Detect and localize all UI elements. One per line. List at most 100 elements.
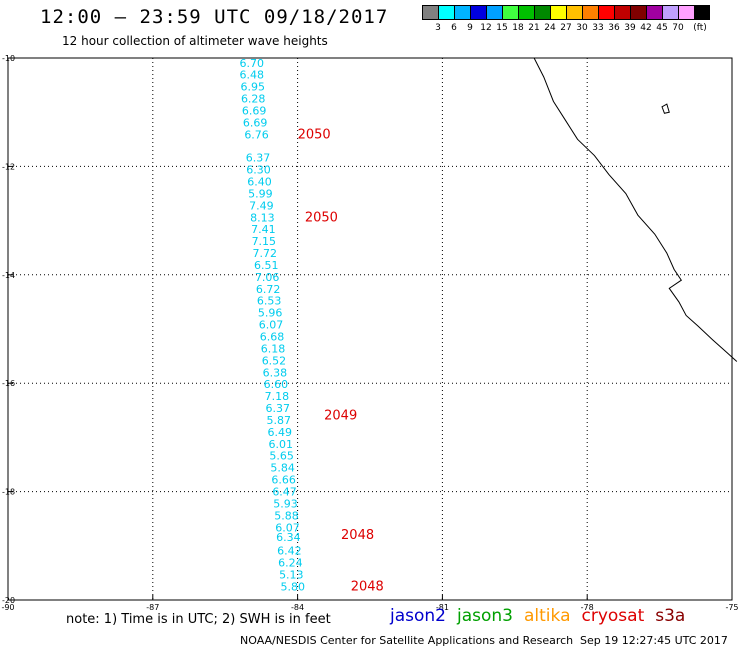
island-outline [661, 103, 670, 114]
swh-value: 5.99 [248, 187, 273, 200]
swh-value: 6.28 [241, 93, 266, 106]
swh-value: 6.37 [266, 402, 291, 415]
swh-value: 5.87 [267, 414, 292, 427]
legend-label: 70 [672, 23, 684, 33]
map-subtitle: 12 hour collection of altimeter wave hei… [62, 34, 328, 48]
pass-time: 2049 [324, 409, 357, 424]
lon-label: -75 [725, 603, 738, 612]
legend-label: 33 [592, 23, 604, 33]
swh-value: 7.15 [252, 235, 277, 248]
swh-value: 5.65 [269, 450, 294, 463]
coastline-path [533, 57, 738, 362]
legend-swatch [518, 5, 534, 20]
swh-value: 6.69 [243, 116, 268, 129]
lon-label: -78 [581, 603, 594, 612]
swh-value: 6.51 [254, 259, 279, 272]
legend-swatch [502, 5, 518, 20]
legend-swatch [566, 5, 582, 20]
credit-line: NOAA/NESDIS Center for Satellite Applica… [240, 634, 574, 647]
swh-value: 5.80 [281, 580, 306, 593]
legend-label: 12 [480, 23, 492, 33]
swh-value: 6.48 [239, 69, 264, 82]
pass-time: 2048 [341, 528, 374, 543]
swh-value: 6.38 [263, 366, 288, 379]
legend-swatch [678, 5, 694, 20]
lon-label: -84 [291, 603, 304, 612]
color-legend: 3 6 9 12 15 18 21 24 27 30 33 36 39 42 45 70 (ft) [422, 5, 710, 34]
legend-label: 18 [512, 23, 524, 33]
satellite-label: cryosat [581, 606, 645, 626]
lat-label: -10 [2, 54, 15, 63]
legend-label: 9 [467, 23, 473, 33]
legend-swatch [534, 5, 550, 20]
swh-value: 6.37 [246, 152, 271, 165]
swh-value: 6.49 [267, 426, 292, 439]
coastline [533, 57, 738, 362]
swh-value: 7.41 [251, 223, 276, 236]
lat-label: -18 [2, 488, 15, 497]
lat-label: -16 [2, 379, 15, 388]
legend-swatch [470, 5, 486, 20]
legend-swatches [422, 5, 710, 20]
legend-swatch [550, 5, 566, 20]
swh-value: 5.13 [279, 568, 304, 581]
axis-ticks: -10 -12 -14 -16 -18 -20-90 -87 -84 -81 -78 -75 [1, 54, 738, 612]
legend-label: 39 [624, 23, 636, 33]
lon-label: -87 [146, 603, 159, 612]
legend-swatch [486, 5, 502, 20]
swh-values: 6.706.486.956.286.696.696.766.376.306.40… [239, 57, 305, 594]
pass-times: 2050 2050 2049 2048 2048 [298, 127, 384, 594]
swh-value: 6.60 [264, 378, 289, 391]
satellite-label: s3a [655, 606, 686, 626]
legend-label: 27 [560, 23, 572, 33]
map-gridlines [8, 58, 732, 600]
swh-value: 6.01 [268, 438, 293, 451]
swh-value: 6.68 [260, 331, 285, 344]
swh-value: 5.93 [273, 497, 298, 510]
swh-value: 6.72 [256, 283, 281, 296]
legend-labels: 3 6 9 12 15 18 21 24 27 30 33 36 39 42 45 70 (ft) [422, 20, 710, 34]
lat-label: -14 [2, 271, 15, 280]
swh-value: 6.07 [259, 319, 284, 332]
swh-value: 6.70 [239, 57, 264, 70]
legend-swatch [662, 5, 678, 20]
swh-value: 5.88 [274, 509, 299, 522]
swh-value: 8.13 [250, 211, 275, 224]
pass-time: 2050 [305, 210, 338, 225]
legend-label: 15 [496, 23, 508, 33]
swh-value: 7.06 [255, 271, 280, 284]
legend-label: 36 [608, 23, 620, 33]
swh-value: 6.07 [275, 521, 300, 534]
swh-value: 6.95 [240, 81, 265, 94]
swh-value: 6.18 [261, 342, 286, 355]
map-frame [7, 57, 733, 601]
swh-value: 7.72 [253, 247, 278, 260]
swh-value: 5.96 [258, 307, 283, 320]
swh-value: 7.49 [249, 199, 274, 212]
pass-time: 2048 [351, 579, 384, 594]
swh-value: 6.42 [277, 545, 302, 558]
generation-timestamp: Sep 19 12:27:45 UTC 2017 [580, 634, 728, 647]
swh-value: 7.18 [265, 390, 290, 403]
satellite-label: jason2 [390, 606, 446, 626]
swh-value: 6.24 [278, 557, 303, 570]
legend-swatch [582, 5, 598, 20]
lat-label: -12 [2, 162, 15, 171]
pass-time: 2050 [298, 127, 331, 142]
legend-swatch [454, 5, 470, 20]
swh-value: 6.34 [276, 531, 301, 544]
map-title: 12:00 – 23:59 UTC 09/18/2017 [40, 6, 389, 28]
footnote: note: 1) Time is in UTC; 2) SWH is in fe… [66, 612, 331, 627]
legend-swatch [630, 5, 646, 20]
swh-value: 6.52 [262, 354, 287, 367]
legend-swatch [694, 5, 710, 20]
satellite-legend: jason2 jason3 altika cryosat s3a [390, 606, 696, 626]
legend-label: 6 [451, 23, 457, 33]
satellite-label: altika [524, 606, 571, 626]
legend-swatch [646, 5, 662, 20]
swh-value: 6.40 [247, 175, 272, 188]
legend-label: 21 [528, 23, 540, 33]
legend-label: 42 [640, 23, 652, 33]
legend-swatch [598, 5, 614, 20]
